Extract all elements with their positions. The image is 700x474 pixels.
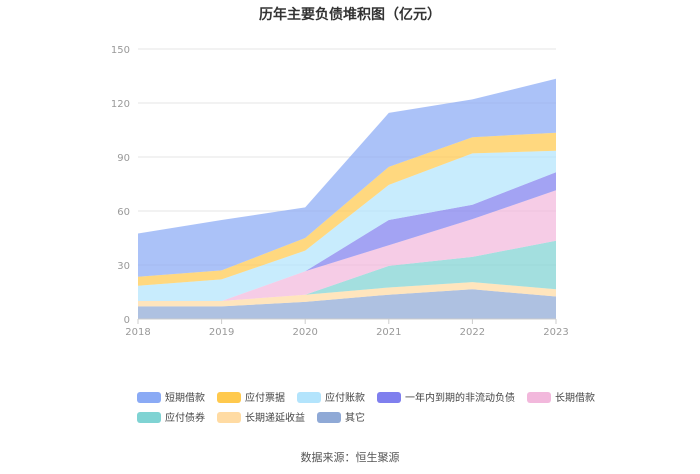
legend-item[interactable]: 一年内到期的非流动负债: [377, 391, 515, 404]
legend-label: 应付债券: [165, 411, 205, 424]
x-tick-label: 2021: [376, 327, 401, 338]
y-tick-label: 150: [111, 45, 130, 56]
y-tick-label: 30: [117, 261, 130, 272]
x-tick-label: 2018: [125, 327, 150, 338]
y-tick-label: 90: [117, 153, 130, 164]
x-tick-label: 2019: [209, 327, 234, 338]
area-series: [138, 78, 556, 277]
legend-label: 长期借款: [555, 391, 595, 404]
y-tick-label: 0: [124, 315, 130, 326]
area-series: [138, 132, 556, 286]
legend-swatch: [137, 392, 161, 403]
legend-item[interactable]: 短期借款: [137, 391, 205, 404]
legend-swatch: [377, 392, 401, 403]
legend-label: 应付票据: [245, 391, 285, 404]
legend-label: 应付账款: [325, 391, 365, 404]
legend-swatch: [527, 392, 551, 403]
x-tick-label: 2020: [292, 327, 317, 338]
legend-label: 其它: [345, 411, 365, 424]
area-layer: [138, 78, 556, 319]
y-tick-label: 120: [111, 99, 130, 110]
data-source: 数据来源：恒生聚源: [300, 451, 400, 464]
area-series: [138, 190, 556, 301]
legend-swatch: [297, 392, 321, 403]
area-series: [138, 150, 556, 301]
legend-item[interactable]: 应付债券: [137, 411, 205, 424]
y-tick-label: 60: [117, 207, 130, 218]
x-tick-label: 2022: [460, 327, 485, 338]
legend-item[interactable]: 长期借款: [527, 391, 595, 404]
legend-label: 一年内到期的非流动负债: [405, 391, 515, 404]
area-series: [138, 289, 556, 319]
legend-swatch: [317, 412, 341, 423]
chart-title: 历年主要负债堆积图（亿元）: [259, 7, 441, 23]
legend-item[interactable]: 长期递延收益: [217, 411, 305, 424]
legend-item[interactable]: 应付账款: [297, 391, 365, 404]
legend-item[interactable]: 应付票据: [217, 391, 285, 404]
x-tick-label: 2023: [543, 327, 568, 338]
area-series: [138, 240, 556, 301]
area-series: [138, 282, 556, 307]
legend-label: 长期递延收益: [245, 411, 305, 424]
legend-item[interactable]: 其它: [317, 411, 365, 424]
axis-layer: 0 30 60 90 120 150 2018 2019 2020 2021 2022 2023: [111, 45, 569, 338]
legend-swatch: [217, 392, 241, 403]
legend-swatch: [137, 412, 161, 423]
legend-label: 短期借款: [165, 391, 205, 404]
legend-swatch: [217, 412, 241, 423]
